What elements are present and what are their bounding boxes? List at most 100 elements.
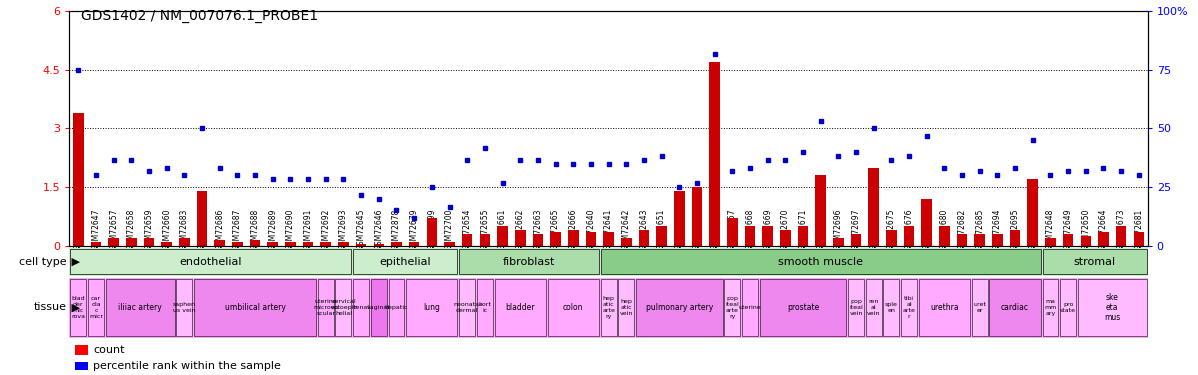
Text: cervical
ectoepit
helial: cervical ectoepit helial (331, 299, 356, 316)
Bar (727, 218, 738, 246)
Text: pop
iteal
arte
ry: pop iteal arte ry (726, 296, 739, 319)
Text: renal: renal (353, 305, 369, 310)
Bar (1045, 238, 1055, 246)
Text: ▶: ▶ (68, 303, 80, 312)
Bar (725, 279, 740, 336)
Bar (71, 279, 86, 336)
Bar (353, 279, 369, 336)
Bar (851, 234, 861, 246)
Bar (406, 279, 458, 336)
Bar (742, 279, 758, 336)
Text: cardiac: cardiac (1002, 303, 1029, 312)
Bar (267, 242, 278, 246)
Text: uterine: uterine (739, 305, 761, 310)
Text: pulmonary artery: pulmonary artery (646, 303, 713, 312)
Text: hepatic: hepatic (385, 305, 409, 310)
Text: hep
atic
arte
ry: hep atic arte ry (603, 296, 615, 319)
Bar (762, 226, 773, 246)
Bar (1115, 226, 1126, 246)
Bar (586, 232, 597, 246)
Bar (75, 345, 87, 355)
Bar (760, 279, 846, 336)
Bar (73, 113, 84, 246)
Bar (144, 238, 155, 246)
Bar (459, 249, 599, 274)
Bar (176, 279, 193, 336)
Bar (1133, 232, 1144, 246)
Bar (426, 218, 437, 246)
Bar (214, 240, 225, 246)
Bar (91, 242, 102, 246)
Bar (87, 279, 104, 336)
Text: aort
ic: aort ic (478, 302, 491, 313)
Bar (709, 62, 720, 246)
Bar (604, 232, 613, 246)
Text: vaginal: vaginal (368, 305, 391, 310)
Text: uret
er: uret er (973, 302, 986, 313)
Bar (371, 279, 387, 336)
Bar (657, 226, 667, 246)
Bar (179, 238, 189, 246)
Text: blad
der
mic
rova: blad der mic rova (72, 296, 85, 319)
Bar (1042, 279, 1058, 336)
Bar (600, 279, 617, 336)
Bar (833, 238, 843, 246)
Bar (462, 234, 472, 246)
Bar (568, 230, 579, 246)
Bar (335, 279, 351, 336)
Bar (919, 279, 970, 336)
Bar (1081, 236, 1091, 246)
Bar (162, 242, 173, 246)
Bar (1028, 179, 1039, 246)
Bar (921, 199, 932, 246)
Text: epithelial: epithelial (380, 256, 431, 267)
Text: cell type: cell type (19, 256, 67, 267)
Bar (869, 168, 879, 246)
Bar (105, 279, 175, 336)
Bar (249, 240, 260, 246)
Bar (745, 226, 755, 246)
Bar (547, 279, 599, 336)
Bar (444, 242, 455, 246)
Bar (550, 232, 561, 246)
Bar (196, 191, 207, 246)
Bar (459, 279, 476, 336)
Bar (691, 187, 702, 246)
Text: ren
al
vein: ren al vein (867, 299, 881, 316)
Bar (1060, 279, 1076, 336)
Bar (848, 279, 864, 336)
Bar (232, 242, 243, 246)
Text: ske
eta
mus: ske eta mus (1105, 292, 1120, 322)
Bar (533, 234, 543, 246)
Text: tissue: tissue (34, 303, 67, 312)
Bar (1063, 234, 1073, 246)
Bar (903, 226, 914, 246)
Bar (639, 230, 649, 246)
Text: fibroblast: fibroblast (503, 256, 555, 267)
Text: tibi
al
arte
r: tibi al arte r (902, 296, 915, 319)
Bar (901, 279, 916, 336)
Bar (816, 176, 825, 246)
Text: urethra: urethra (930, 303, 958, 312)
Bar (285, 242, 296, 246)
Bar (887, 230, 896, 246)
Bar (108, 238, 119, 246)
Bar (780, 230, 791, 246)
Bar (495, 279, 546, 336)
Bar (126, 238, 137, 246)
Bar (1042, 249, 1146, 274)
Bar (477, 279, 492, 336)
Text: uterine
microva
scular: uterine microva scular (313, 299, 339, 316)
Text: smooth muscle: smooth muscle (779, 256, 864, 267)
Text: ma
mm
ary: ma mm ary (1045, 299, 1057, 316)
Bar (479, 234, 490, 246)
Bar (957, 234, 968, 246)
Bar (974, 234, 985, 246)
Bar (388, 279, 405, 336)
Bar (356, 244, 367, 246)
Text: car
dia
c
micr: car dia c micr (89, 296, 103, 319)
Bar (600, 249, 1041, 274)
Bar (674, 191, 684, 246)
Text: endothelial: endothelial (180, 256, 242, 267)
Bar (374, 244, 385, 246)
